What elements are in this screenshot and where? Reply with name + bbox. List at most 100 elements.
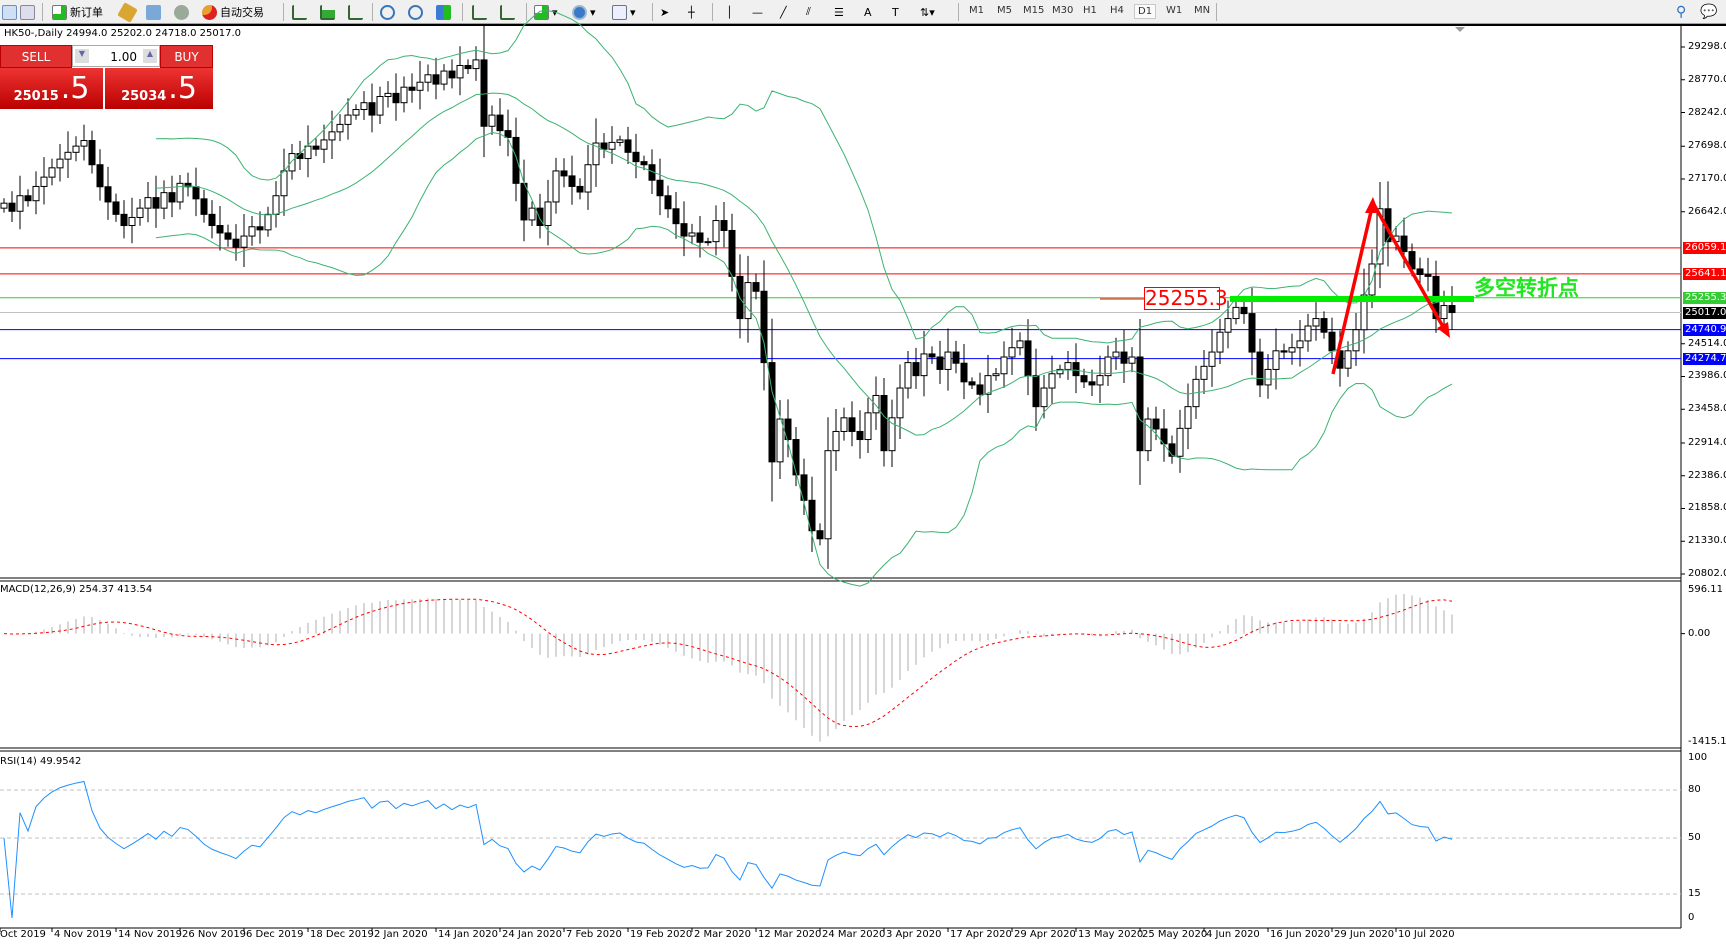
- chat-icon[interactable]: 💬: [1700, 4, 1718, 20]
- bullish-candle: [1208, 351, 1216, 367]
- zoom-history-icon[interactable]: [20, 3, 35, 21]
- bearish-candle: [672, 208, 680, 225]
- trendline-icon[interactable]: ╱: [780, 5, 787, 19]
- bullish-candle: [552, 170, 560, 203]
- lot-increase-button[interactable]: ▲: [143, 49, 157, 63]
- channel-icon[interactable]: ⫽: [806, 5, 811, 18]
- bullish-candle: [840, 417, 848, 432]
- text-icon[interactable]: A: [864, 5, 872, 19]
- bearish-candle: [152, 197, 160, 209]
- timeframe-h4[interactable]: H4: [1110, 5, 1124, 16]
- time-axis-label: 29 Apr 2020: [1014, 929, 1076, 940]
- rsi-axis-label: 0: [1688, 912, 1695, 923]
- zoom-in-icon[interactable]: [380, 3, 395, 21]
- bullish-candle: [1312, 318, 1320, 327]
- bullish-candle: [1056, 368, 1064, 375]
- bullish-candle: [904, 362, 912, 389]
- price-axis-label: 28770.0: [1688, 73, 1726, 85]
- price-axis-label: 21330.0: [1688, 535, 1726, 547]
- bearish-candle: [200, 198, 208, 215]
- bullish-candle: [544, 201, 552, 227]
- lot-size-input[interactable]: ▼ 1.00 ▲: [72, 45, 160, 67]
- buy-price[interactable]: 25034.5: [105, 68, 213, 109]
- candlestick-icon[interactable]: [320, 3, 335, 21]
- bullish-candle: [712, 220, 720, 243]
- lot-decrease-button[interactable]: ▼: [75, 49, 89, 63]
- time-axis-label: 3 Apr 2020: [886, 929, 942, 940]
- auto-trading-button[interactable]: 自动交易: [202, 3, 264, 21]
- arrows-dropdown[interactable]: ⇅▾: [920, 5, 935, 19]
- buy-button[interactable]: BUY: [160, 45, 213, 68]
- bullish-candle: [1288, 347, 1296, 353]
- time-axis-label: 25 May 2020: [1142, 929, 1208, 940]
- crosshair-icon[interactable]: ┼: [688, 5, 695, 19]
- timeframe-m1[interactable]: M1: [969, 5, 984, 16]
- tile-windows-icon[interactable]: [436, 3, 451, 21]
- chart-window-icon[interactable]: [2, 3, 17, 21]
- chart-shift-icon[interactable]: [500, 3, 515, 21]
- bullish-candle: [704, 241, 712, 244]
- new-order-button[interactable]: 新订单: [52, 3, 103, 21]
- bullish-candle: [864, 412, 872, 441]
- bullish-candle: [320, 139, 328, 150]
- line-chart-icon[interactable]: [348, 3, 363, 21]
- bearish-candle: [912, 362, 920, 377]
- bearish-candle: [568, 175, 576, 187]
- bullish-candle: [400, 86, 408, 104]
- bullish-candle: [472, 59, 480, 70]
- bearish-candle: [1328, 331, 1336, 352]
- bullish-candle: [872, 394, 880, 414]
- timeframe-d1[interactable]: D1: [1134, 4, 1157, 19]
- bearish-candle: [8, 202, 16, 212]
- bar-chart-icon[interactable]: [292, 3, 307, 21]
- search-icon[interactable]: ⚲: [1676, 4, 1687, 20]
- timeframe-m30[interactable]: M30: [1052, 5, 1074, 16]
- bullish-candle: [352, 109, 360, 116]
- bullish-candle: [1440, 305, 1448, 320]
- sell-button[interactable]: SELL: [0, 45, 72, 68]
- time-axis-label: 7 Feb 2020: [566, 929, 622, 940]
- horizontal-line-icon[interactable]: —: [752, 5, 763, 19]
- zoom-out-icon[interactable]: [408, 3, 423, 21]
- bearish-candle: [976, 384, 984, 395]
- bullish-candle: [1272, 350, 1280, 370]
- timeframe-w1[interactable]: W1: [1166, 5, 1183, 16]
- cursor-icon[interactable]: ➤: [660, 5, 670, 19]
- bullish-candle: [1344, 350, 1352, 369]
- timeframe-h1[interactable]: H1: [1083, 5, 1097, 16]
- bearish-candle: [112, 201, 120, 215]
- bullish-candle: [992, 373, 1000, 377]
- bearish-candle: [760, 290, 768, 364]
- bearish-candle: [1024, 340, 1032, 377]
- bullish-candle: [920, 353, 928, 377]
- bearish-candle: [480, 59, 488, 127]
- toolbar: 新订单 自动交易 ▾ ▾ ▾ ➤ ┼ │ — ╱ ⫽ ☰ A T ⇅▾ M1 M…: [0, 0, 1726, 24]
- fibonacci-icon[interactable]: ☰: [834, 5, 844, 19]
- templates-dropdown[interactable]: ▾: [612, 3, 636, 21]
- vertical-line-icon[interactable]: │: [726, 5, 733, 19]
- auto-scroll-icon[interactable]: [472, 3, 487, 21]
- bullish-candle: [160, 192, 168, 209]
- periods-dropdown[interactable]: ▾: [572, 3, 596, 21]
- price-axis-label: 21858.0: [1688, 502, 1726, 514]
- data-window-icon[interactable]: [146, 3, 161, 21]
- timeframe-m15[interactable]: M15: [1023, 5, 1045, 16]
- price-axis-label: 23458.0: [1688, 403, 1726, 415]
- bullish-candle: [688, 232, 696, 237]
- time-axis-label: 18 Dec 2019: [310, 929, 374, 940]
- bullish-candle: [616, 139, 624, 143]
- sell-price[interactable]: 25015.5: [0, 68, 103, 109]
- bullish-candle: [424, 74, 432, 83]
- price-axis-label: 28242.0: [1688, 106, 1726, 118]
- level-price-tag: 26059.1: [1683, 241, 1726, 254]
- bullish-candle: [1376, 208, 1384, 265]
- timeframe-mn[interactable]: MN: [1194, 5, 1211, 16]
- bullish-candle: [1200, 365, 1208, 380]
- bullish-candle: [80, 140, 88, 147]
- signal-icon[interactable]: [174, 3, 189, 21]
- timeframe-m5[interactable]: M5: [997, 5, 1012, 16]
- bullish-candle: [1144, 418, 1152, 452]
- level-price-label: 25255.3: [1144, 286, 1228, 310]
- text-label-icon[interactable]: T: [892, 5, 899, 19]
